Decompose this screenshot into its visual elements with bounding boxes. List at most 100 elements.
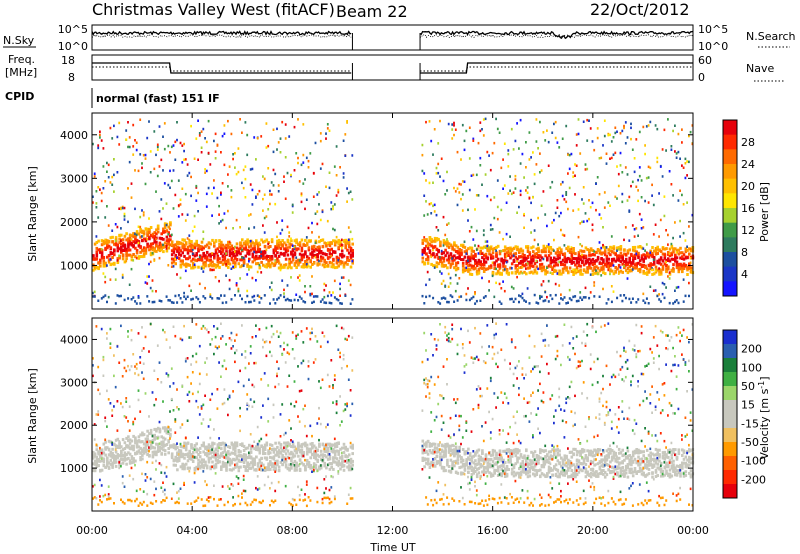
data-cell — [616, 296, 619, 300]
data-cell — [468, 259, 472, 263]
data-cell — [302, 463, 305, 467]
data-cell — [430, 239, 433, 243]
data-cell — [202, 270, 205, 273]
data-cell — [528, 266, 532, 270]
data-cell — [525, 141, 527, 144]
plot-title: Christmas Valley West (fitACF) — [92, 0, 335, 19]
data-cell — [442, 244, 445, 247]
data-cell — [123, 485, 126, 488]
data-cell — [558, 253, 561, 257]
data-cell — [190, 298, 193, 301]
data-cell — [684, 256, 688, 260]
data-cell — [132, 353, 135, 356]
data-cell — [92, 456, 95, 460]
nave-label: Nave — [746, 62, 774, 75]
data-cell — [137, 504, 140, 507]
data-cell — [681, 141, 683, 144]
data-cell — [582, 254, 586, 258]
data-cell — [170, 261, 174, 265]
data-cell — [544, 246, 547, 250]
data-cell — [248, 240, 251, 243]
data-cell — [291, 249, 295, 253]
data-cell — [475, 173, 478, 177]
data-cell — [109, 258, 112, 261]
data-cell — [107, 493, 110, 496]
data-cell — [274, 441, 277, 445]
data-cell — [237, 380, 240, 384]
data-cell — [186, 249, 190, 252]
data-cell — [461, 209, 464, 212]
data-cell — [116, 345, 119, 348]
data-cell — [163, 443, 167, 447]
data-cell — [111, 441, 114, 445]
data-cell — [582, 220, 585, 223]
data-cell — [246, 469, 249, 473]
data-cell — [689, 249, 693, 253]
data-cell — [163, 331, 166, 334]
data-cell — [197, 448, 200, 452]
data-cell — [160, 246, 163, 250]
data-cell — [270, 240, 274, 244]
data-cell — [249, 213, 252, 216]
data-cell — [186, 251, 190, 255]
data-cell — [523, 254, 526, 257]
data-cell — [246, 263, 249, 267]
data-cell — [558, 146, 561, 149]
data-cell — [300, 194, 303, 197]
data-cell — [311, 255, 314, 259]
data-cell — [213, 455, 216, 459]
data-cell — [262, 338, 264, 342]
data-cell — [474, 302, 477, 305]
data-cell — [425, 295, 428, 299]
data-cell — [109, 451, 113, 455]
data-cell — [509, 266, 512, 270]
data-cell — [298, 450, 302, 454]
data-cell — [560, 263, 563, 267]
date-label: 22/Oct/2012 — [590, 0, 690, 19]
data-cell — [177, 251, 181, 255]
data-cell — [239, 454, 242, 458]
data-cell — [472, 267, 475, 271]
data-cell — [223, 401, 226, 405]
data-cell — [190, 363, 192, 366]
data-cell — [125, 259, 128, 263]
data-cell — [106, 462, 109, 466]
data-cell — [290, 459, 293, 463]
data-cell — [346, 239, 349, 243]
data-cell — [521, 292, 524, 296]
data-cell — [265, 340, 268, 343]
data-cell — [135, 141, 138, 144]
data-cell — [561, 180, 564, 184]
data-cell — [279, 446, 283, 450]
data-cell — [421, 294, 424, 298]
data-cell — [302, 123, 305, 126]
data-cell — [295, 238, 298, 242]
freq-panel — [91, 54, 694, 81]
data-cell — [244, 456, 248, 460]
data-cell — [223, 359, 226, 362]
data-cell — [225, 451, 228, 455]
data-cell — [631, 268, 634, 271]
data-cell — [146, 242, 149, 246]
data-cell — [602, 271, 605, 275]
data-cell — [502, 260, 505, 263]
data-cell — [633, 257, 637, 260]
data-cell — [260, 251, 263, 255]
data-cell — [225, 464, 228, 468]
data-cell — [305, 255, 309, 259]
data-cell — [591, 263, 595, 266]
data-cell — [155, 487, 157, 491]
data-cell — [258, 250, 262, 254]
data-cell — [223, 464, 227, 468]
data-cell — [540, 250, 544, 254]
data-cell — [195, 352, 198, 356]
data-cell — [284, 249, 288, 253]
data-cell — [507, 254, 510, 257]
data-cell — [318, 247, 321, 251]
data-cell — [160, 463, 163, 467]
data-cell — [286, 385, 289, 388]
data-cell — [188, 336, 191, 339]
data-cell — [104, 416, 107, 419]
data-cell — [470, 246, 474, 250]
